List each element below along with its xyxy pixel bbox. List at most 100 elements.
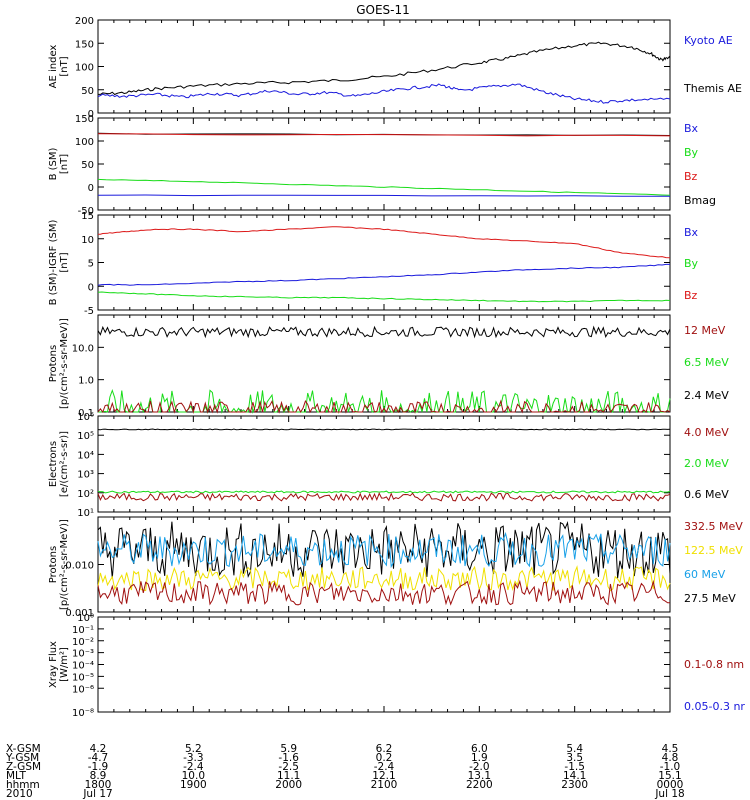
footer-value: 1800 (85, 779, 112, 791)
series-line-27-5-mev (97, 520, 671, 579)
legend-entry: 60 MeV (684, 568, 726, 581)
series-line-bz (97, 226, 671, 259)
series-line-2-0-mev (98, 490, 671, 494)
footer-value: 0.2 (376, 752, 393, 764)
footer-value: 4.2 (90, 743, 107, 755)
legend-entry: 27.5 MeV (684, 592, 736, 605)
legend-entry: Themis AE (683, 82, 742, 95)
y-tick-label: 0.1 (78, 408, 94, 419)
y-tick-label: 10⁻² (72, 637, 94, 648)
legend-entry: 12 MeV (684, 324, 726, 337)
footer-value: -1.5 (564, 761, 585, 773)
footer-row-label: hhmm (6, 779, 40, 791)
y-tick-label: 10² (77, 489, 94, 500)
footer-value: 10.0 (182, 770, 205, 782)
y-tick-label: 0.010 (65, 561, 94, 572)
y-tick-label: 0.001 (65, 608, 94, 619)
legend-entry: 2.4 MeV (684, 389, 729, 402)
series-line-122-5-mev (97, 565, 671, 592)
legend-entry: 4.0 MeV (684, 426, 729, 439)
panel-frame (97, 616, 671, 713)
footer-row-label: Z-GSM (6, 761, 41, 773)
y-axis-label: Xray Flux (48, 641, 59, 688)
y-tick-label: 10⁵ (77, 431, 94, 442)
legend-entry: 0.05-0.3 nr (684, 700, 745, 713)
series-line-4-0-mev (97, 492, 671, 502)
y-tick-label: 0 (88, 183, 94, 194)
footer-value: -2.5 (278, 761, 299, 773)
series-line-0-6-mev (97, 428, 671, 431)
panel-frame (97, 19, 671, 114)
y-tick-label: 10⁴ (77, 450, 94, 461)
footer-value: 12.1 (372, 770, 395, 782)
footer-value: -1.9 (88, 761, 109, 773)
series-line-by (97, 178, 671, 196)
footer-value: Jul 17 (82, 788, 112, 800)
footer-value: 1.9 (471, 752, 488, 764)
legend-entry: By (684, 146, 699, 159)
footer-value: 6.0 (471, 743, 488, 755)
y-tick-label: 0 (88, 109, 94, 120)
y-tick-label: 15 (81, 211, 94, 222)
y-tick-label: 10⁻⁴ (72, 661, 94, 672)
footer-value: 2200 (466, 779, 493, 791)
footer-row-label: 2010 (6, 788, 33, 800)
footer-value: Jul 18 (654, 788, 684, 800)
footer-row-label: MLT (6, 770, 26, 782)
y-axis-label: B (SM) (48, 147, 59, 180)
legend-entry: Bx (684, 122, 699, 135)
series-line-by (97, 291, 671, 303)
footer-value: 4.5 (662, 743, 679, 755)
y-axis-label: Electrons (48, 441, 59, 487)
y-tick-label: 50 (81, 86, 94, 97)
series-line-60-mev (97, 531, 671, 569)
footer-value: 0000 (657, 779, 684, 791)
y-tick-label: 5 (88, 259, 94, 270)
y-axis-label: Protons (48, 345, 59, 382)
footer-value: -1.6 (278, 752, 299, 764)
y-tick-label: 10⁻³ (72, 649, 94, 660)
footer-value: 15.1 (658, 770, 681, 782)
y-axis-label: [W/m²] (59, 647, 70, 682)
y-tick-label: 50 (81, 160, 94, 171)
footer-value: 2300 (561, 779, 588, 791)
footer-value: -4.7 (88, 752, 109, 764)
y-axis-label: [nT] (59, 56, 70, 76)
y-tick-label: -5 (84, 306, 94, 317)
legend-entry: 0.1-0.8 nm (684, 658, 744, 671)
y-axis-label: [nT] (59, 252, 70, 272)
footer-value: 5.9 (280, 743, 297, 755)
legend-entry: 0.6 MeV (684, 488, 729, 501)
footer-value: -3.3 (183, 752, 204, 764)
plot-title: GOES-11 (356, 3, 410, 17)
footer-value: 1900 (180, 779, 207, 791)
y-tick-label: 10¹ (77, 508, 94, 519)
series-line-2-4-mev (97, 325, 671, 339)
footer-value: 2100 (371, 779, 398, 791)
y-axis-label: Protons (48, 546, 59, 583)
y-axis-label: [nT] (59, 154, 70, 174)
y-tick-label: 10⁰ (77, 613, 94, 624)
y-axis-label: AE index (48, 45, 59, 89)
y-tick-label: 10⁶ (77, 412, 94, 423)
series-line-bz (97, 133, 671, 137)
footer-value: 4.8 (662, 752, 679, 764)
footer-value: 2000 (275, 779, 302, 791)
footer-value: 5.2 (185, 743, 202, 755)
y-tick-label: 1.0 (78, 376, 94, 387)
footer-value: -2.4 (374, 761, 395, 773)
footer-value: 5.4 (566, 743, 583, 755)
legend-entry: Bz (684, 170, 698, 183)
y-tick-label: 200 (75, 16, 94, 27)
y-tick-label: 10⁻⁸ (72, 708, 94, 719)
legend-entry: Bx (684, 226, 699, 239)
footer-value: 13.1 (468, 770, 491, 782)
y-axis-label: [p/(cm²-s-sr-MeV)] (59, 318, 70, 409)
legend-entry: 6.5 MeV (684, 356, 729, 369)
series-line-themis-ae (98, 41, 671, 96)
footer-row-label: X-GSM (6, 743, 41, 755)
footer-row-label: Y-GSM (5, 752, 39, 764)
legend-entry: Bz (684, 289, 698, 302)
